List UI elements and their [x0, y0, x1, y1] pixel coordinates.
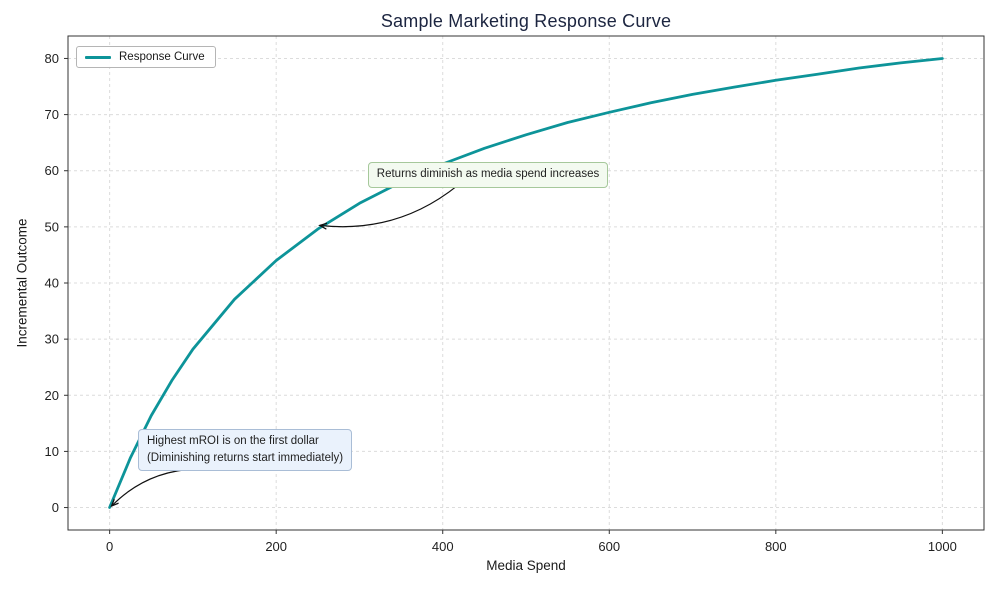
y-tick-label: 60 — [45, 163, 59, 178]
y-tick-label: 80 — [45, 51, 59, 66]
x-tick-label: 400 — [432, 539, 454, 554]
x-tick-label: 600 — [598, 539, 620, 554]
x-axis-label: Media Spend — [486, 558, 566, 573]
chart-title: Sample Marketing Response Curve — [380, 11, 672, 31]
y-tick-label: 30 — [45, 332, 59, 347]
x-tick-label: 1000 — [928, 539, 957, 554]
annotation-highest-mroi: Highest mROI is on the first dollar (Dim… — [137, 428, 353, 472]
legend-label: Response Curve — [119, 51, 205, 63]
x-tick-label: 200 — [265, 539, 287, 554]
y-tick-label: 10 — [45, 444, 59, 459]
response-curve-line — [108, 57, 944, 509]
y-tick-label: 40 — [45, 276, 59, 291]
y-tick-label: 70 — [45, 107, 59, 122]
x-tick-label: 800 — [765, 539, 787, 554]
y-tick-label: 50 — [45, 219, 59, 234]
y-axis-label: Incremental Outcome — [14, 218, 30, 348]
y-tick-label: 0 — [52, 500, 59, 515]
legend: Response Curve — [76, 46, 216, 68]
annotation-arrow — [320, 184, 459, 226]
annotation-diminishing-returns: Returns diminish as media spend increase… — [367, 162, 609, 188]
legend-line-swatch — [85, 55, 111, 59]
x-tick-label: 0 — [106, 539, 113, 554]
y-tick-label: 20 — [45, 388, 59, 403]
